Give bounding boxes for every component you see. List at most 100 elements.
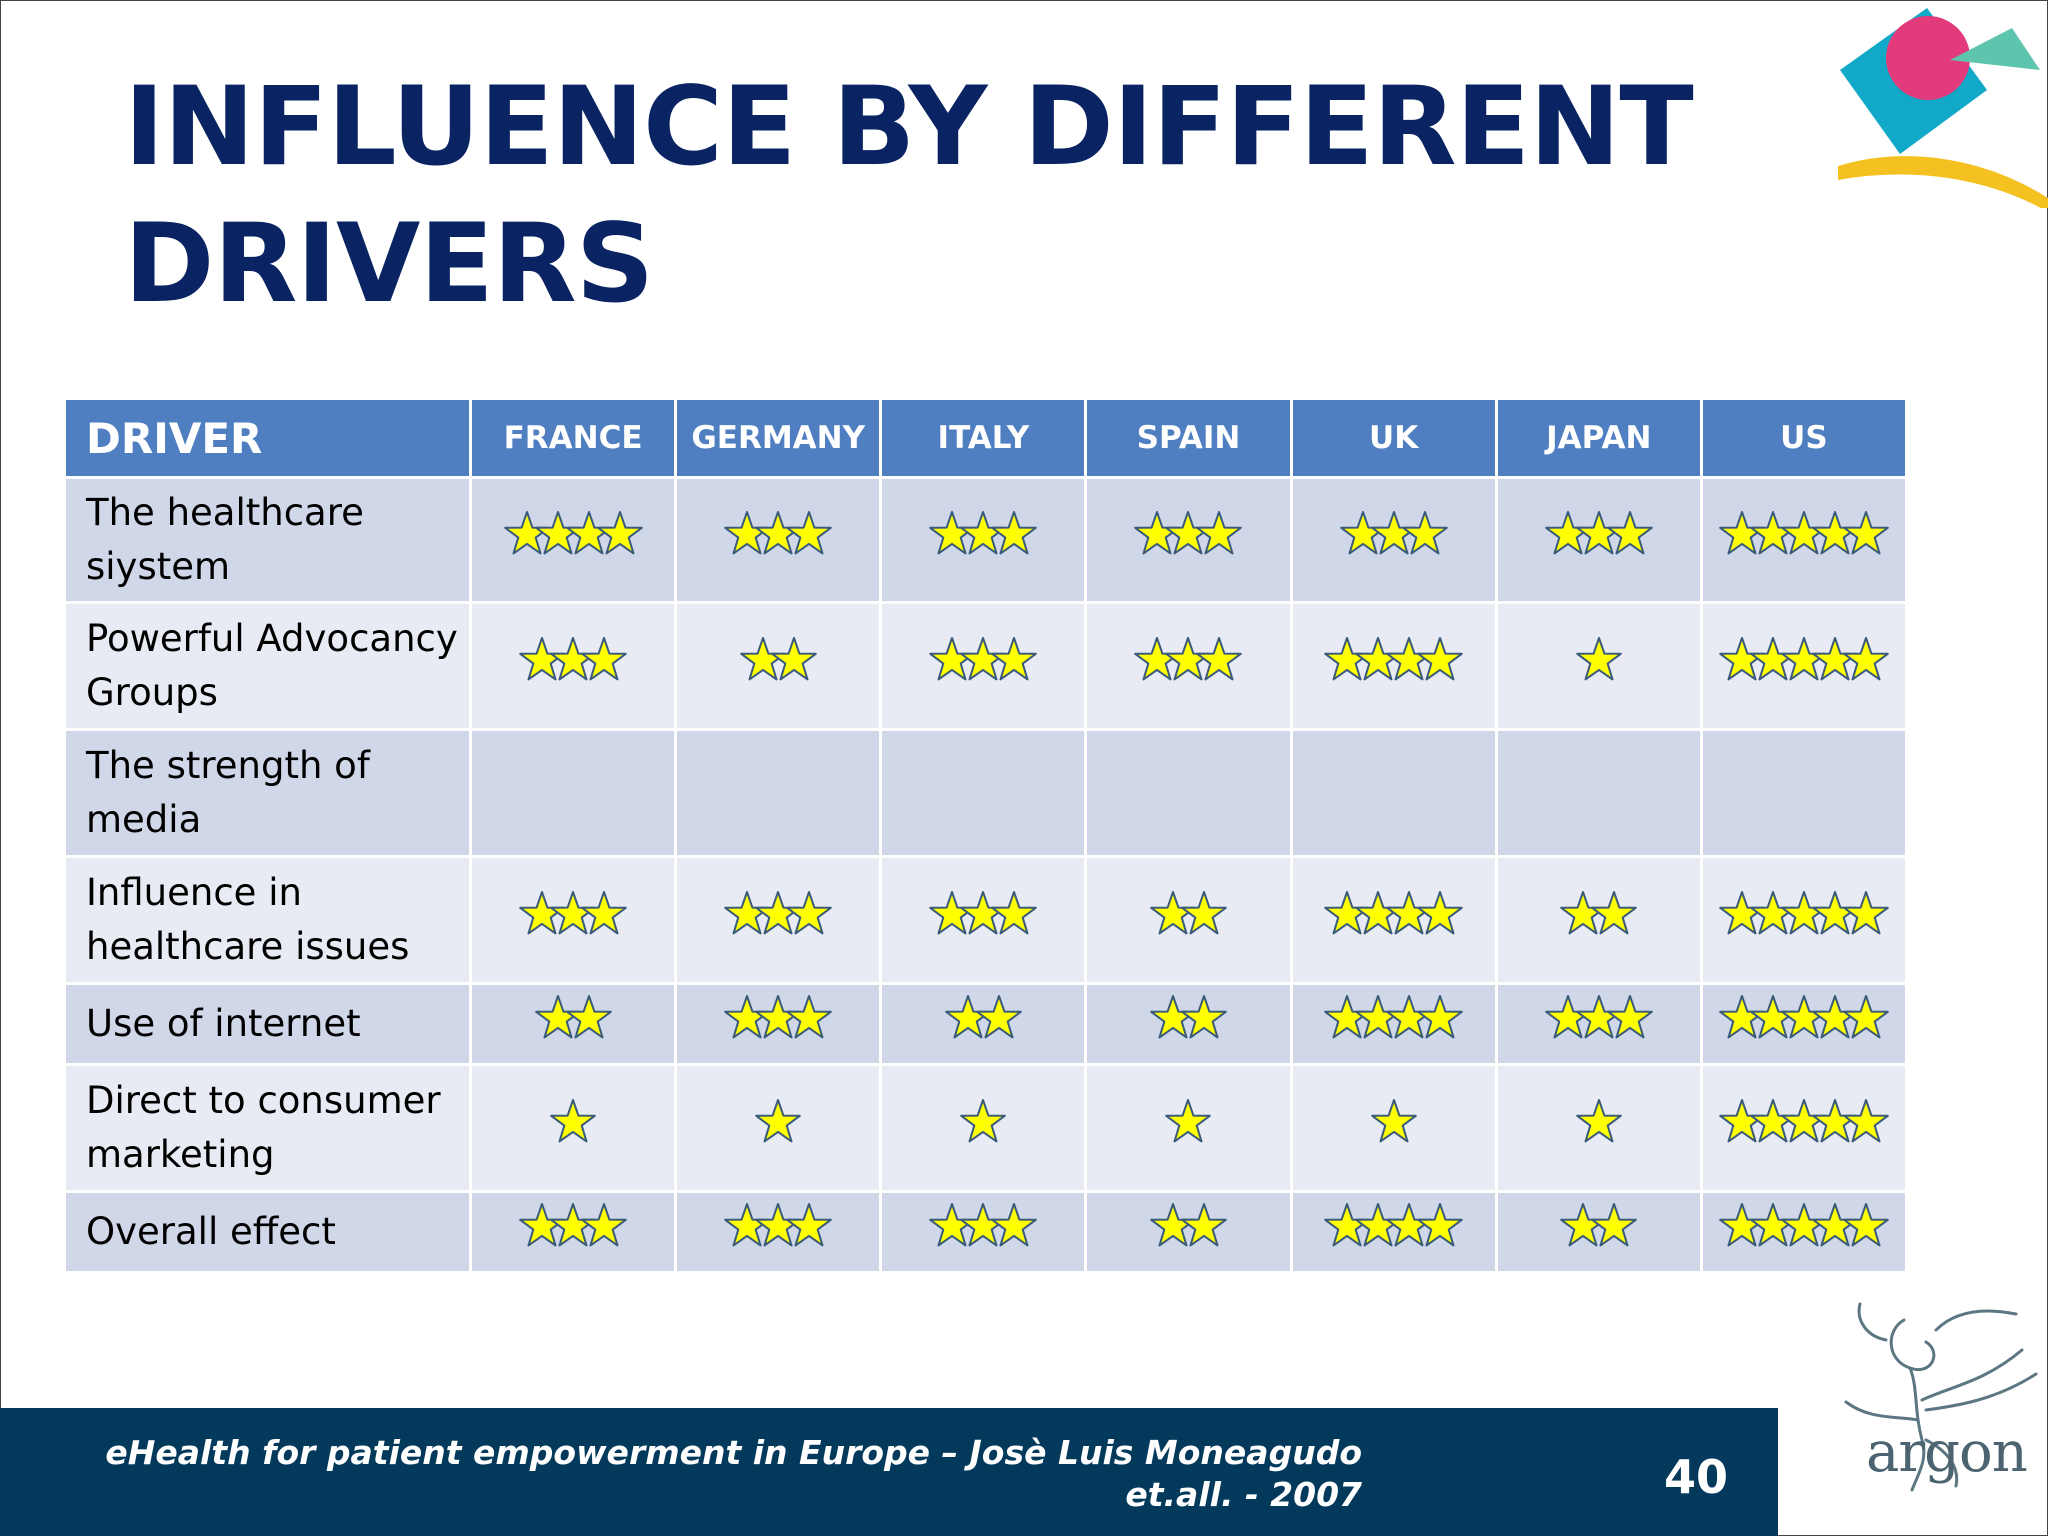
driver-label: Overall effect — [66, 1193, 469, 1271]
rating-cell — [1087, 858, 1290, 982]
header-germany: GERMANY — [677, 400, 880, 476]
table-row: The healthcare siystem — [66, 479, 1905, 601]
star-rating — [1134, 510, 1243, 556]
star-icon — [1843, 510, 1889, 554]
header-spain: SPAIN — [1087, 400, 1290, 476]
star-rating — [929, 890, 1038, 936]
rating-cell — [1087, 479, 1290, 601]
star-rating — [1719, 1098, 1889, 1144]
rating-cell — [1702, 1066, 1905, 1190]
star-rating — [724, 890, 833, 936]
star-rating — [1719, 1202, 1889, 1248]
argon-figure-logo-icon — [1844, 1302, 2038, 1492]
rating-cell — [1497, 1193, 1700, 1271]
star-icon — [565, 994, 612, 1038]
rating-cell — [1292, 1066, 1495, 1190]
star-rating — [1719, 994, 1889, 1040]
table-row: Powerful Advocancy Groups — [66, 604, 1905, 728]
star-rating — [550, 1098, 596, 1144]
header-italy: ITALY — [882, 400, 1085, 476]
star-icon — [1843, 890, 1889, 934]
star-rating — [1324, 636, 1463, 682]
star-rating — [1719, 636, 1889, 682]
rating-cell — [1292, 731, 1495, 855]
star-icon — [1196, 510, 1243, 554]
star-rating — [1560, 1202, 1638, 1248]
star-rating — [929, 636, 1038, 682]
rating-cell — [1087, 604, 1290, 728]
rating-cell — [1292, 985, 1495, 1063]
footer-bar: eHealth for patient empowerment in Europ… — [0, 1408, 1778, 1536]
star-rating — [1575, 1098, 1622, 1144]
star-rating — [1719, 510, 1889, 556]
rating-cell — [677, 731, 880, 855]
star-icon — [1370, 1098, 1417, 1142]
rating-cell — [1087, 731, 1290, 855]
rating-cell — [472, 1193, 675, 1271]
star-icon — [991, 890, 1038, 934]
star-icon — [960, 1098, 1007, 1142]
rating-cell — [472, 1066, 675, 1190]
star-icon — [1843, 994, 1889, 1038]
header-driver: DRIVER — [66, 400, 469, 476]
star-rating — [1560, 890, 1638, 936]
star-icon — [786, 510, 833, 554]
table-row: The strength of media — [66, 731, 1905, 855]
star-rating — [1150, 994, 1227, 1040]
star-rating — [929, 510, 1038, 556]
star-icon — [991, 636, 1038, 680]
geometric-logo-icon — [1838, 8, 2048, 208]
rating-cell — [1292, 1193, 1495, 1271]
star-icon — [786, 994, 833, 1038]
driver-label: The healthcare siystem — [66, 479, 469, 601]
star-icon — [1401, 510, 1448, 554]
rating-cell — [677, 1193, 880, 1271]
rating-cell — [882, 604, 1085, 728]
star-icon — [991, 1202, 1038, 1246]
table-row: Overall effect — [66, 1193, 1905, 1271]
rating-cell — [882, 731, 1085, 855]
star-rating — [519, 890, 627, 936]
star-icon — [786, 890, 833, 934]
star-icon — [1591, 890, 1638, 934]
driver-label: Influence in healthcare issues — [66, 858, 469, 982]
star-icon — [1417, 890, 1463, 934]
header-us: US — [1702, 400, 1905, 476]
header-france: FRANCE — [472, 400, 675, 476]
page-number: 40 — [1664, 1450, 1729, 1504]
star-icon — [1181, 890, 1227, 934]
rating-cell — [882, 858, 1085, 982]
star-icon — [1843, 1098, 1889, 1142]
star-icon — [1606, 994, 1653, 1038]
star-rating — [739, 636, 817, 682]
rating-cell — [1087, 1066, 1290, 1190]
argon-logo-text: argon — [1866, 1420, 2028, 1485]
star-rating — [1324, 994, 1463, 1040]
rating-cell — [1292, 604, 1495, 728]
rating-cell — [1497, 731, 1700, 855]
star-rating — [1150, 890, 1227, 936]
table-header-row: DRIVER FRANCE GERMANY ITALY SPAIN UK JAP… — [66, 400, 1905, 476]
star-icon — [770, 636, 817, 680]
rating-cell — [1497, 604, 1700, 728]
star-icon — [1591, 1202, 1638, 1246]
star-icon — [581, 1202, 627, 1246]
star-icon — [786, 1202, 833, 1246]
rating-cell — [1702, 1193, 1905, 1271]
star-icon — [1575, 1098, 1622, 1142]
rating-cell — [677, 1066, 880, 1190]
table-body: The healthcare siystem Powerful Advocancy… — [66, 479, 1905, 1271]
star-icon — [1417, 1202, 1463, 1246]
star-icon — [1196, 636, 1243, 680]
star-rating — [724, 1202, 833, 1248]
star-icon — [1606, 510, 1653, 554]
star-icon — [1165, 1098, 1212, 1142]
header-japan: JAPAN — [1497, 400, 1700, 476]
footer-citation: eHealth for patient empowerment in Europ… — [105, 1433, 1362, 1514]
star-icon — [581, 636, 627, 680]
star-rating — [724, 510, 833, 556]
rating-cell — [1702, 985, 1905, 1063]
star-icon — [991, 510, 1038, 554]
star-icon — [1417, 994, 1463, 1038]
star-icon — [1575, 636, 1622, 680]
